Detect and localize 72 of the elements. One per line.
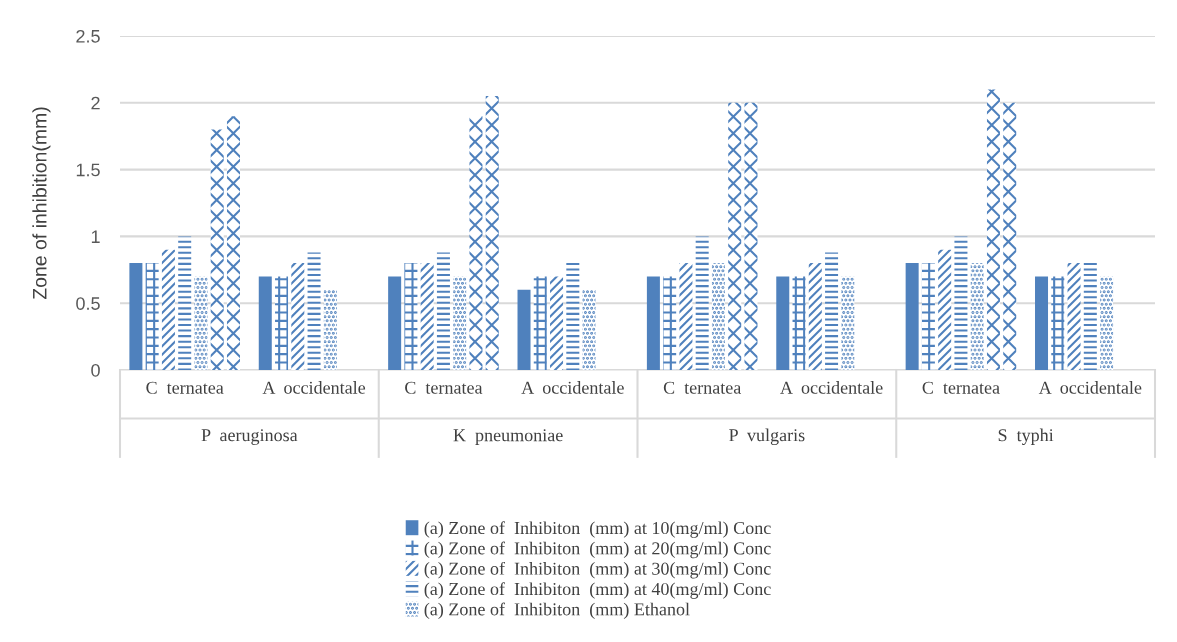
x-tick-label: C ternatea	[146, 381, 224, 394]
bar	[1035, 276, 1049, 370]
bar	[258, 276, 272, 370]
x-tick-label: A occidentale	[780, 381, 883, 394]
text: P vulgaris	[729, 428, 805, 446]
bar	[566, 263, 580, 370]
bar	[1067, 263, 1081, 370]
text: P aeruginosa	[201, 429, 298, 445]
bar	[711, 263, 725, 370]
bar	[517, 289, 531, 370]
bar	[695, 236, 709, 370]
bar	[533, 276, 547, 370]
x-tick-label: A occidentale	[1038, 381, 1142, 394]
bar	[323, 289, 337, 370]
bar	[210, 129, 224, 370]
bar	[646, 276, 660, 370]
bar	[663, 276, 677, 370]
bar	[178, 236, 192, 370]
bar	[905, 263, 919, 370]
bar	[485, 96, 499, 370]
bar	[1083, 263, 1097, 370]
y-tick-label: 2	[91, 96, 100, 110]
bar	[404, 263, 418, 370]
bar	[986, 89, 1000, 370]
bar	[420, 263, 434, 370]
bar	[970, 263, 984, 370]
bar	[161, 249, 175, 370]
bar	[388, 276, 402, 370]
bar	[453, 276, 467, 370]
x-tick-label: A occidentale	[521, 381, 624, 394]
bar	[129, 263, 143, 370]
bar	[792, 276, 806, 370]
legend-label: (a) Zone of Inhibiton (mm) at 40(mg/ml) Conc	[424, 582, 771, 599]
bar	[291, 263, 305, 370]
legend-label: (a) Zone of Inhibiton (mm) at 10(mg/ml) Conc	[424, 521, 771, 538]
bar	[921, 263, 935, 370]
bar	[469, 116, 483, 370]
bar	[275, 276, 289, 370]
bar	[582, 289, 596, 370]
bar	[226, 116, 240, 370]
bar	[1003, 102, 1017, 370]
x-tick-label: C ternatea	[922, 381, 1000, 394]
bar	[436, 252, 450, 370]
bar	[307, 252, 321, 370]
y-tick-label: 1.5	[76, 163, 100, 177]
text: S typhi	[998, 428, 1054, 446]
legend-label: (a) Zone of Inhibiton (mm) Ethanol	[424, 602, 690, 620]
bar	[808, 263, 822, 370]
bar	[744, 102, 758, 370]
y-tick-label: 1	[91, 230, 100, 243]
bar	[841, 276, 855, 370]
y-tick-label: 0	[91, 363, 100, 377]
bar	[145, 263, 159, 370]
legend-label: (a) Zone of Inhibiton (mm) at 20(mg/ml) Conc	[424, 541, 771, 559]
bar	[679, 263, 693, 370]
bar	[1100, 276, 1114, 370]
bar	[728, 102, 742, 370]
bar	[938, 249, 952, 370]
x-tick-label: C ternatea	[663, 381, 742, 394]
legend-label: (a) Zone of Inhibiton (mm) at 30(mg/ml) Conc	[424, 561, 771, 579]
bar	[776, 276, 790, 370]
y-tick-label: 0.5	[76, 297, 100, 310]
x-tick-label: C ternatea	[405, 381, 483, 394]
bar	[825, 252, 839, 370]
x-tick-label: A occidentale	[262, 381, 366, 394]
bar	[954, 236, 968, 370]
y-axis-title: Zone of inhibition(mm)	[32, 107, 51, 300]
bar	[550, 276, 564, 370]
bar	[194, 276, 208, 370]
text: K pneumoniae	[453, 429, 563, 445]
bar	[1051, 276, 1065, 370]
y-tick-label: 2.5	[76, 29, 100, 43]
